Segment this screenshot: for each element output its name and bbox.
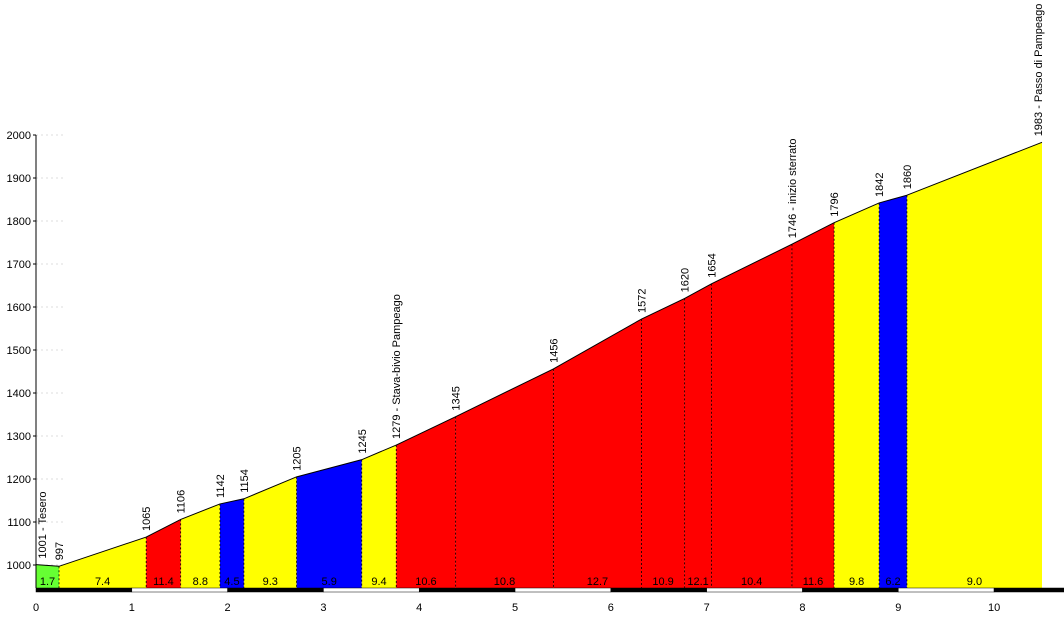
segment-gradient-label: 12.7 <box>587 576 608 588</box>
segment-gradient-label: 10.8 <box>494 576 515 588</box>
elevation-label: 1154 <box>239 469 251 493</box>
segment-area <box>455 368 554 588</box>
elevation-label: 1106 <box>176 490 188 514</box>
segment-gradient-label: 9.0 <box>967 576 982 588</box>
km-bar-block <box>706 587 803 593</box>
gradient-segments <box>36 142 1042 588</box>
segment-area <box>684 283 712 588</box>
segment-area <box>906 142 1042 588</box>
segment-gradient-label: 10.4 <box>741 576 762 588</box>
km-bar-block <box>610 587 707 593</box>
segment-area <box>879 195 907 588</box>
segment-area <box>58 537 147 588</box>
segment-gradient-label: 9.4 <box>371 576 386 588</box>
y-tick-label: 1100 <box>7 517 31 529</box>
segment-gradient-label: 10.6 <box>415 576 436 588</box>
km-bar-block <box>802 587 899 593</box>
segment-area <box>296 459 362 588</box>
segment-area <box>36 564 59 588</box>
elevation-label: 1983 - Passo di Pampeago <box>1033 4 1045 137</box>
elevation-labels: 1001 - Tesero 997 1065 1106 1142 1154 1205 1245… <box>37 4 1045 561</box>
segment-gradient-label: 12.1 <box>687 576 708 588</box>
segment-gradient-label: 1.7 <box>40 576 55 588</box>
elevation-label: 1001 - Tesero <box>37 491 49 558</box>
x-tick-label: 2 <box>225 602 231 614</box>
km-bar-block <box>418 587 516 593</box>
segment-gradient-label: 11.6 <box>803 576 824 588</box>
km-bar-block <box>227 587 324 593</box>
segment-area <box>361 445 397 588</box>
segment-gradient-label: 9.3 <box>263 576 278 588</box>
km-bar-block <box>323 587 420 593</box>
segment-gradient-label: 4.5 <box>224 576 239 588</box>
elevation-label: 1456 <box>548 338 560 362</box>
elevation-label: 1572 <box>637 289 649 313</box>
segment-gradient-label: 8.8 <box>193 576 208 588</box>
km-bar-block <box>994 588 1064 592</box>
x-tick-label: 8 <box>799 602 805 614</box>
elevation-label: 1620 <box>680 268 692 292</box>
segment-gradient-label: 7.4 <box>95 576 110 588</box>
km-bar-block <box>514 587 612 593</box>
x-axis: 0 1 2 3 4 5 6 7 8 9 10 <box>33 602 1000 614</box>
x-tick-label: 4 <box>416 602 422 614</box>
segment-dividers <box>58 195 908 588</box>
y-tick-label: 1400 <box>7 388 31 400</box>
elevation-label: 1654 <box>706 253 718 277</box>
segment-area <box>180 503 220 588</box>
elevation-label: 1345 <box>451 386 463 410</box>
gradient-labels: 1.7 7.4 11.4 8.8 4.5 9.3 5.9 9.4 10.6 10.8 12.7 10.… <box>40 576 982 588</box>
elevation-label: 1245 <box>357 429 369 453</box>
x-tick-label: 6 <box>608 602 614 614</box>
segment-gradient-label: 6.2 <box>885 576 900 588</box>
y-tick-label: 1200 <box>7 474 31 486</box>
segment-area <box>219 498 244 588</box>
x-tick-label: 0 <box>33 602 39 614</box>
segment-area <box>243 476 297 588</box>
segment-gradient-label: 10.9 <box>652 576 673 588</box>
elevation-label: 1796 <box>829 192 841 216</box>
y-tick-label: 1800 <box>7 216 31 228</box>
y-tick-label: 1500 <box>7 345 31 357</box>
y-tick-label: 2000 <box>7 130 31 142</box>
elevation-label: 997 <box>54 542 66 560</box>
x-tick-label: 5 <box>512 602 518 614</box>
y-tick-label: 1000 <box>7 560 31 572</box>
x-tick-label: 7 <box>704 602 710 614</box>
segment-gradient-label: 11.4 <box>153 576 174 588</box>
x-tick-label: 3 <box>320 602 326 614</box>
segment-area <box>396 416 456 588</box>
elevation-label: 1842 <box>874 172 886 196</box>
segment-area <box>791 222 835 588</box>
segment-area <box>711 244 792 588</box>
y-tick-label: 1300 <box>7 431 31 443</box>
segment-area <box>553 319 642 588</box>
y-tick-label: 1700 <box>7 259 31 271</box>
segment-gradient-label: 5.9 <box>322 576 337 588</box>
x-tick-label: 9 <box>895 602 901 614</box>
segment-area <box>641 298 685 588</box>
elevation-label: 1205 <box>292 446 304 470</box>
km-scale-bar <box>35 587 1064 593</box>
elevation-label: 1279 - Stava-bivio Pampeago <box>391 294 403 439</box>
x-tick-label: 1 <box>129 602 135 614</box>
y-tick-label: 1900 <box>7 173 31 185</box>
elevation-label: 1860 <box>902 165 914 189</box>
segment-area <box>834 202 880 588</box>
profile-line <box>35 141 1043 567</box>
y-axis: 1000 1100 1200 1300 1400 1500 1600 1700 1800 1900… <box>7 130 37 588</box>
km-bar-block <box>898 587 995 593</box>
elevation-label: 1065 <box>141 507 153 531</box>
km-bar-block <box>131 587 228 593</box>
km-bar-block <box>35 587 133 593</box>
segment-area <box>146 519 181 588</box>
segment-gradient-label: 9.8 <box>849 576 864 588</box>
elevation-label: 1142 <box>215 474 227 498</box>
elevation-label: 1746 - inizio sterrato <box>787 139 799 239</box>
y-tick-label: 1600 <box>7 302 31 314</box>
x-tick-label: 10 <box>988 602 1000 614</box>
